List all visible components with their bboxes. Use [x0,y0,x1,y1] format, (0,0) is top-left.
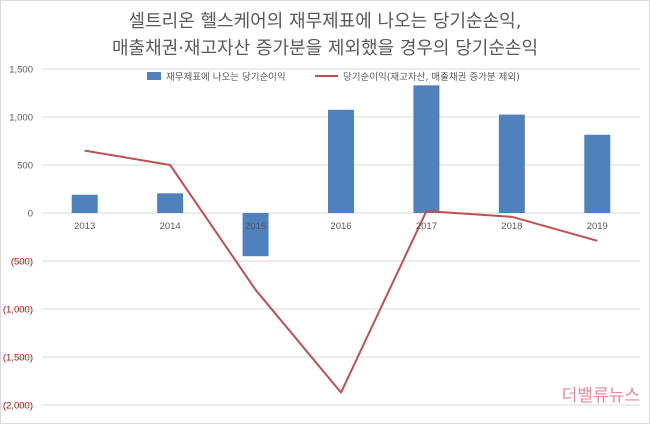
x-tick-label: 2017 [416,221,437,232]
y-tick-label: (1,000) [3,305,33,316]
chart-title-line-1: 셀트리온 헬스케어의 재무제표에 나오는 당기순손익, [129,11,522,32]
x-tick-label: 2014 [160,221,181,232]
watermark: 더밸류뉴스 [562,386,640,406]
line-series [84,149,598,394]
x-tick-label: 2015 [245,221,266,232]
x-tick-label: 2016 [330,221,351,232]
bar-2016 [328,109,354,213]
bar-series [71,85,611,257]
bar-2014 [157,193,184,213]
y-tick-label: 1,000 [9,113,33,124]
bar-2013 [71,194,98,213]
x-tick-label: 2019 [587,221,608,232]
y-tick-label: 1,500 [9,65,33,76]
gridlines [42,68,640,406]
y-tick-label: 500 [17,161,33,172]
y-tick-label: (2,000) [3,401,33,412]
bar-2018 [498,114,525,213]
legend: 재무제표에 나오는 당기순이익 당기순이익(재고자산, 매출채권 증가분 제외) [147,71,520,83]
bar-2019 [584,134,611,213]
legend-bar-swatch [147,72,161,80]
x-axis-ticks: 2013 2014 2015 2016 2017 2018 2019 [74,221,608,232]
legend-bar-label: 재무제표에 나오는 당기순이익 [166,71,286,83]
y-axis-ticks: 1,500 1,000 500 0 (500) (1,000) (1,500) (2,000) [3,65,33,412]
legend-line-label: 당기순이익(재고자산, 매출채권 증가분 제외) [343,71,520,83]
y-tick-label: (1,500) [3,353,33,364]
bar-2015 [242,213,269,257]
x-tick-label: 2018 [501,221,522,232]
x-tick-label: 2013 [74,221,95,232]
y-tick-label: (500) [11,257,33,268]
y-tick-label: 0 [28,209,33,220]
bar-2017 [413,85,440,213]
chart-title-line-2: 매출채권·재고자산 증가분을 제외했을 경우의 당기순손익 [112,38,538,59]
